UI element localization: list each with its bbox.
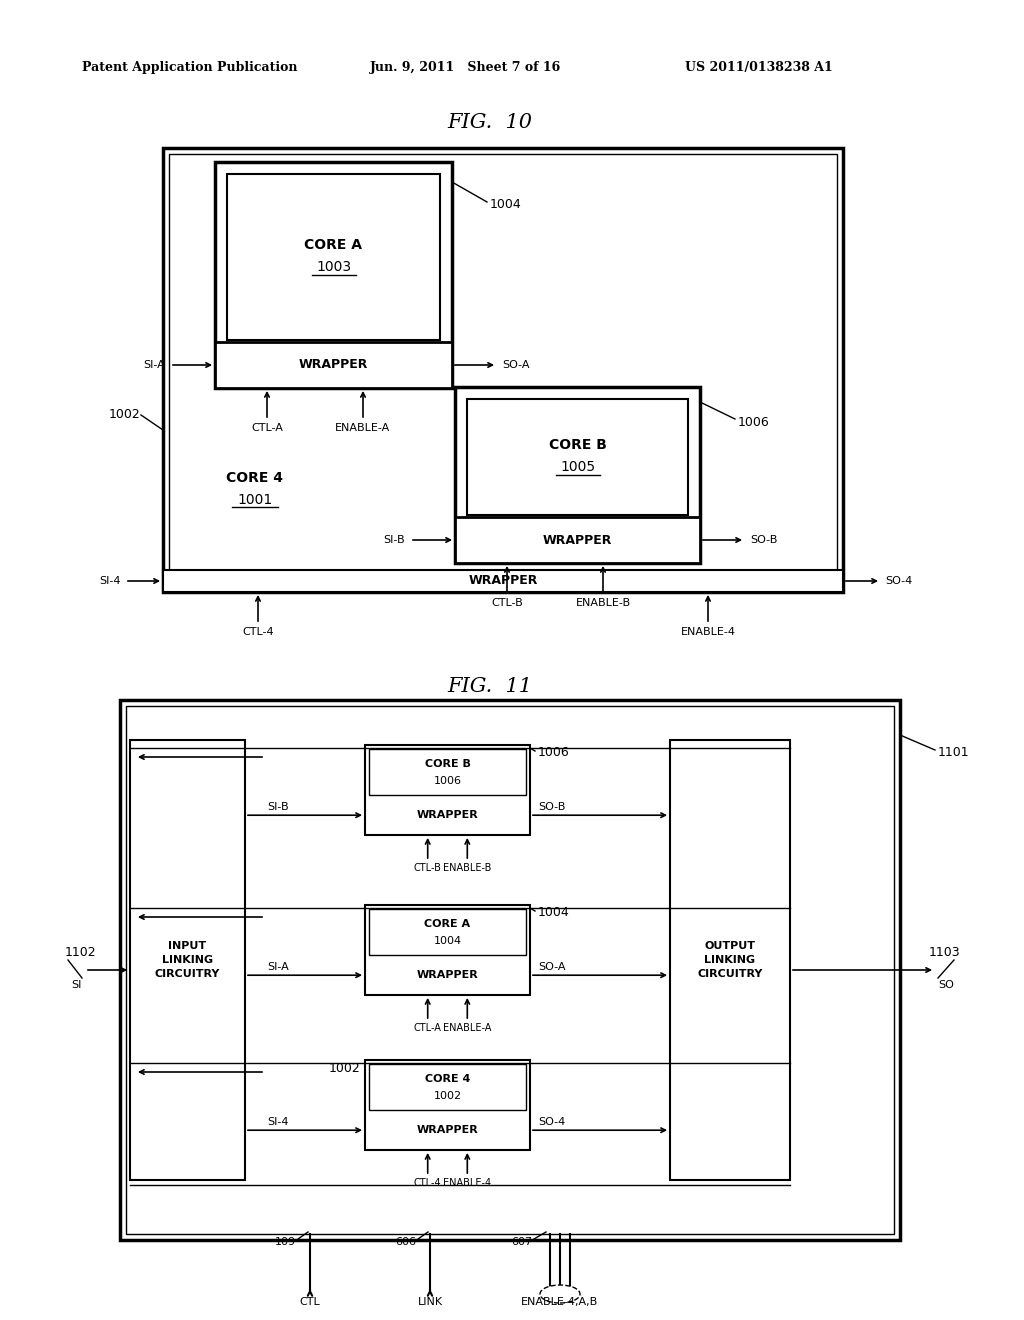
Text: ENABLE-4: ENABLE-4 bbox=[681, 627, 735, 638]
Bar bbox=[369, 909, 526, 954]
Text: 1003: 1003 bbox=[316, 260, 351, 275]
Text: CORE B: CORE B bbox=[425, 759, 470, 768]
Text: CTL: CTL bbox=[300, 1298, 321, 1307]
Bar bbox=[365, 1060, 530, 1150]
Text: 109: 109 bbox=[274, 1237, 296, 1247]
Text: CTL-B: CTL-B bbox=[414, 863, 441, 873]
Text: SO-4: SO-4 bbox=[885, 576, 912, 586]
Bar bbox=[455, 387, 700, 564]
Text: 1004: 1004 bbox=[433, 936, 462, 945]
Text: WRAPPER: WRAPPER bbox=[299, 359, 369, 371]
Text: 606: 606 bbox=[395, 1237, 416, 1247]
Text: WRAPPER: WRAPPER bbox=[543, 533, 612, 546]
Text: SI-B: SI-B bbox=[267, 803, 289, 812]
Bar bbox=[163, 148, 843, 591]
Text: 1006: 1006 bbox=[538, 747, 569, 759]
Text: WRAPPER: WRAPPER bbox=[417, 970, 478, 979]
Text: SI-A: SI-A bbox=[267, 962, 289, 973]
Text: 1002: 1002 bbox=[329, 1061, 360, 1074]
Text: CORE 4: CORE 4 bbox=[425, 1073, 470, 1084]
Bar bbox=[455, 517, 700, 564]
Text: CTL-A: CTL-A bbox=[414, 1023, 441, 1034]
Text: SI-B: SI-B bbox=[383, 535, 406, 545]
Text: OUTPUT: OUTPUT bbox=[705, 941, 756, 950]
Bar bbox=[215, 162, 452, 388]
Text: SO-B: SO-B bbox=[750, 535, 777, 545]
Text: ENABLE-A: ENABLE-A bbox=[336, 422, 390, 433]
Text: CTL-4: CTL-4 bbox=[243, 627, 273, 638]
Text: Patent Application Publication: Patent Application Publication bbox=[82, 62, 298, 74]
Text: CORE 4: CORE 4 bbox=[226, 471, 284, 484]
Bar bbox=[365, 744, 530, 836]
Text: SO-A: SO-A bbox=[538, 962, 565, 973]
Bar bbox=[120, 700, 900, 1239]
Bar bbox=[126, 706, 894, 1234]
Text: FIG.  11: FIG. 11 bbox=[447, 676, 532, 696]
Text: SI-4: SI-4 bbox=[99, 576, 121, 586]
Text: INPUT: INPUT bbox=[168, 941, 207, 950]
Bar bbox=[227, 174, 440, 341]
Text: LINK: LINK bbox=[418, 1298, 442, 1307]
Bar bbox=[670, 741, 790, 1180]
Text: US 2011/0138238 A1: US 2011/0138238 A1 bbox=[685, 62, 833, 74]
Text: WRAPPER: WRAPPER bbox=[468, 574, 538, 587]
Bar bbox=[369, 748, 526, 795]
Text: SO-B: SO-B bbox=[538, 803, 565, 812]
Text: ENABLE-4,A,B: ENABLE-4,A,B bbox=[521, 1298, 599, 1307]
Bar bbox=[215, 342, 452, 388]
Text: WRAPPER: WRAPPER bbox=[417, 809, 478, 820]
Text: SO: SO bbox=[938, 979, 954, 990]
Text: 1001: 1001 bbox=[238, 492, 272, 507]
Text: 1004: 1004 bbox=[490, 198, 522, 210]
Text: CORE A: CORE A bbox=[304, 238, 362, 252]
Text: Jun. 9, 2011   Sheet 7 of 16: Jun. 9, 2011 Sheet 7 of 16 bbox=[370, 62, 561, 74]
Text: 1005: 1005 bbox=[560, 459, 595, 474]
Text: SO-A: SO-A bbox=[502, 360, 529, 370]
Text: ENABLE-B: ENABLE-B bbox=[575, 598, 631, 609]
Text: 1004: 1004 bbox=[538, 907, 569, 920]
Text: SI-A: SI-A bbox=[143, 360, 165, 370]
Text: WRAPPER: WRAPPER bbox=[417, 1125, 478, 1135]
Text: CORE A: CORE A bbox=[424, 919, 471, 929]
Text: 1101: 1101 bbox=[938, 746, 970, 759]
Text: 1102: 1102 bbox=[65, 945, 96, 958]
Text: 1002: 1002 bbox=[433, 1090, 462, 1101]
Text: 1103: 1103 bbox=[929, 945, 961, 958]
Text: CTL-A: CTL-A bbox=[251, 422, 283, 433]
Text: LINKING: LINKING bbox=[705, 954, 756, 965]
Text: ENABLE-B: ENABLE-B bbox=[443, 863, 492, 873]
Text: CTL-4: CTL-4 bbox=[414, 1177, 441, 1188]
Bar bbox=[369, 1064, 526, 1110]
Text: CTL-B: CTL-B bbox=[492, 598, 523, 609]
Bar bbox=[365, 906, 530, 995]
Bar bbox=[163, 570, 843, 591]
Text: CIRCUITRY: CIRCUITRY bbox=[697, 969, 763, 979]
Bar bbox=[467, 399, 688, 515]
Text: 1006: 1006 bbox=[738, 416, 770, 429]
Text: 607: 607 bbox=[511, 1237, 532, 1247]
Text: SO-4: SO-4 bbox=[538, 1117, 565, 1127]
Text: SI: SI bbox=[72, 979, 82, 990]
Text: 1006: 1006 bbox=[433, 776, 462, 785]
Text: CORE B: CORE B bbox=[549, 438, 606, 451]
Text: SI-4: SI-4 bbox=[267, 1117, 289, 1127]
Ellipse shape bbox=[540, 1284, 580, 1303]
Text: ENABLE-A: ENABLE-A bbox=[443, 1023, 492, 1034]
Text: LINKING: LINKING bbox=[162, 954, 213, 965]
Text: 1002: 1002 bbox=[109, 408, 140, 421]
Text: ENABLE-4: ENABLE-4 bbox=[443, 1177, 492, 1188]
Text: CIRCUITRY: CIRCUITRY bbox=[155, 969, 220, 979]
Bar bbox=[130, 741, 245, 1180]
Text: FIG.  10: FIG. 10 bbox=[447, 112, 532, 132]
Bar bbox=[169, 154, 837, 586]
